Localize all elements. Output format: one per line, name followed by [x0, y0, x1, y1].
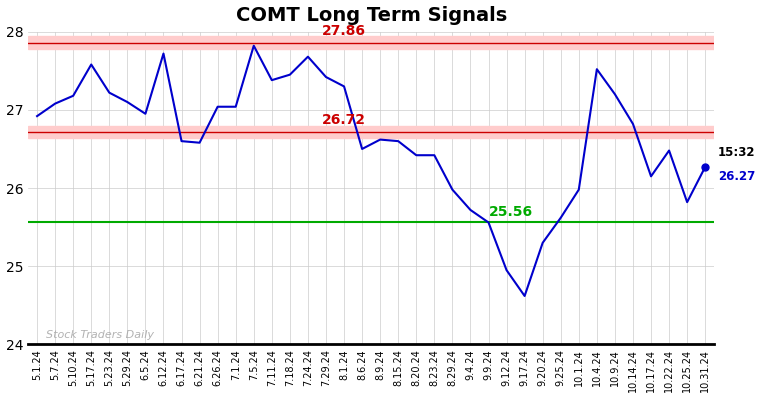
Text: Stock Traders Daily: Stock Traders Daily: [46, 330, 154, 340]
Bar: [28, 36, 714, 49]
Text: 26.27: 26.27: [718, 170, 755, 183]
Text: 26.72: 26.72: [322, 113, 366, 127]
Text: 15:32: 15:32: [718, 146, 755, 159]
Text: 25.56: 25.56: [488, 205, 532, 219]
Text: 27.86: 27.86: [322, 24, 366, 38]
Bar: [28, 125, 714, 138]
Title: COMT Long Term Signals: COMT Long Term Signals: [235, 6, 506, 25]
